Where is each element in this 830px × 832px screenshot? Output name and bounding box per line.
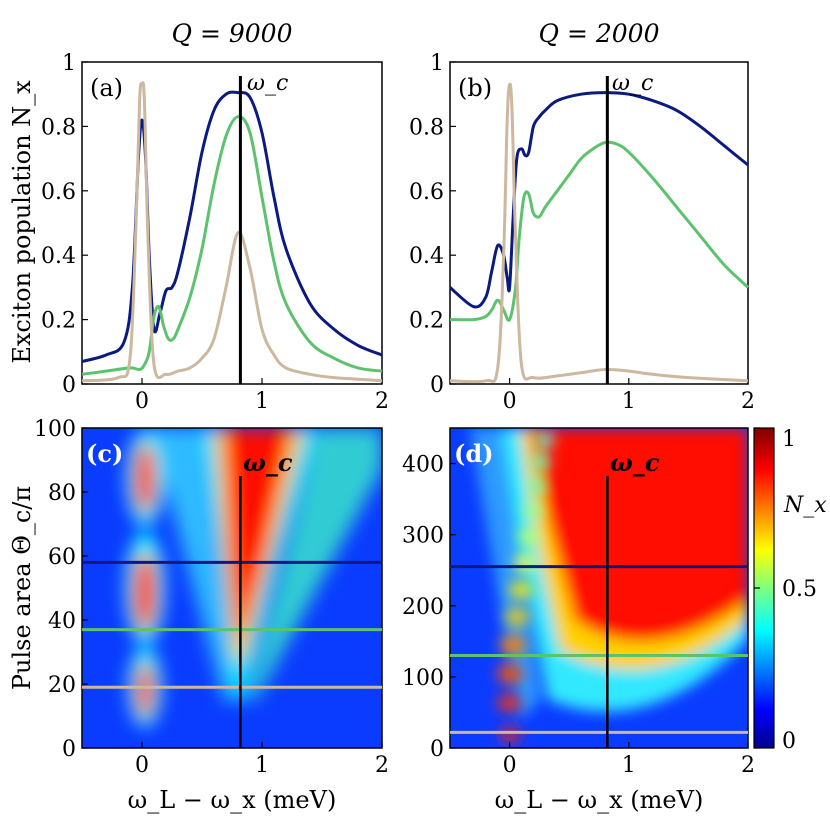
- y-tick-label: 0: [430, 737, 444, 762]
- panel-c-frame: [81, 427, 383, 749]
- y-tick-label: 0.2: [409, 309, 444, 334]
- panel-b-omega-c-label: ω_c: [612, 71, 653, 96]
- x-tick-label: 0: [503, 753, 517, 778]
- colorbar-tick-label: 1: [782, 427, 796, 452]
- colorbar: 0 0.5 1 N_x: [753, 427, 827, 754]
- y-tick-label: 0.8: [41, 115, 76, 140]
- colorbar-tick-label: 0.5: [782, 577, 817, 602]
- panel-d-omega-c-label: ω_c: [610, 448, 660, 477]
- series-line-2: [449, 82, 749, 384]
- y-tick-label: 300: [402, 524, 444, 549]
- y-tick-label: 0.4: [41, 244, 76, 269]
- panel-d: 0 1 2 0 100 200 300 400 ω_c (d) ω_L − ω_x (meV): [402, 427, 755, 814]
- y-tick-label: 0: [62, 737, 76, 762]
- colorbar-tick-label: 0: [782, 729, 796, 754]
- panel-b-label: (b): [458, 74, 492, 102]
- ylabel-top: Exciton population N_x: [8, 80, 36, 364]
- ylabel-bottom: Pulse area Θ_c/π: [8, 486, 36, 690]
- series-line-1: [449, 140, 750, 322]
- y-tick-label: 100: [34, 417, 76, 442]
- panel-c-xlabel: ω_L − ω_x (meV): [128, 786, 337, 814]
- colorbar-label: N_x: [783, 493, 827, 518]
- y-tick-label: 400: [402, 453, 444, 478]
- y-tick-label: 0: [62, 373, 76, 398]
- y-tick-label: 20: [48, 673, 76, 698]
- x-tick-label: 0: [135, 753, 149, 778]
- panel-b: 0 1 2 0 0.2 0.4 0.6 0.8 1 ω_c (b): [409, 51, 755, 414]
- y-tick-label: 0.8: [409, 115, 444, 140]
- panel-b-frame: [449, 61, 749, 385]
- x-tick-label: 1: [622, 389, 636, 414]
- panel-c-heatmap: [82, 428, 382, 748]
- panel-a: 0 1 2 0 0.2 0.4 0.6 0.8 1 ω_c (a): [41, 51, 389, 414]
- panel-d-heatmap: [450, 428, 748, 748]
- y-tick-label: 100: [402, 666, 444, 691]
- x-tick-label: 2: [741, 389, 755, 414]
- y-tick-label: 80: [48, 481, 76, 506]
- series-line-0: [449, 91, 749, 309]
- series-line-2: [81, 81, 383, 383]
- y-tick-label: 0.2: [41, 309, 76, 334]
- y-tick-label: 1: [430, 51, 444, 76]
- y-tick-label: 200: [402, 595, 444, 620]
- y-tick-label: 0.6: [41, 180, 76, 205]
- panel-c-label: (c): [86, 439, 123, 468]
- panel-d-xlabel: ω_L − ω_x (meV): [495, 786, 704, 814]
- panel-a-omega-c-label: ω_c: [247, 71, 288, 96]
- panel-d-oscillation-lobes: [497, 432, 554, 742]
- y-tick-label: 0: [430, 373, 444, 398]
- y-tick-label: 0.6: [409, 180, 444, 205]
- x-tick-label: 1: [255, 753, 269, 778]
- panel-a-label: (a): [90, 74, 123, 102]
- title-panel-a: Q = 9000: [172, 19, 293, 48]
- x-tick-label: 0: [135, 389, 149, 414]
- series-line-1: [81, 115, 383, 376]
- y-tick-label: 40: [48, 609, 76, 634]
- panel-d-frame: [449, 427, 749, 749]
- x-tick-label: 1: [622, 753, 636, 778]
- x-tick-label: 1: [255, 389, 269, 414]
- x-tick-label: 2: [375, 753, 389, 778]
- x-tick-label: 0: [503, 389, 517, 414]
- y-tick-label: 60: [48, 545, 76, 570]
- x-tick-label: 2: [741, 753, 755, 778]
- y-tick-label: 1: [62, 51, 76, 76]
- x-tick-label: 2: [375, 389, 389, 414]
- title-panel-b: Q = 2000: [539, 19, 660, 48]
- panel-c-omega-c-label: ω_c: [243, 448, 293, 477]
- panel-d-label: (d): [454, 439, 494, 468]
- y-tick-label: 0.4: [409, 244, 444, 269]
